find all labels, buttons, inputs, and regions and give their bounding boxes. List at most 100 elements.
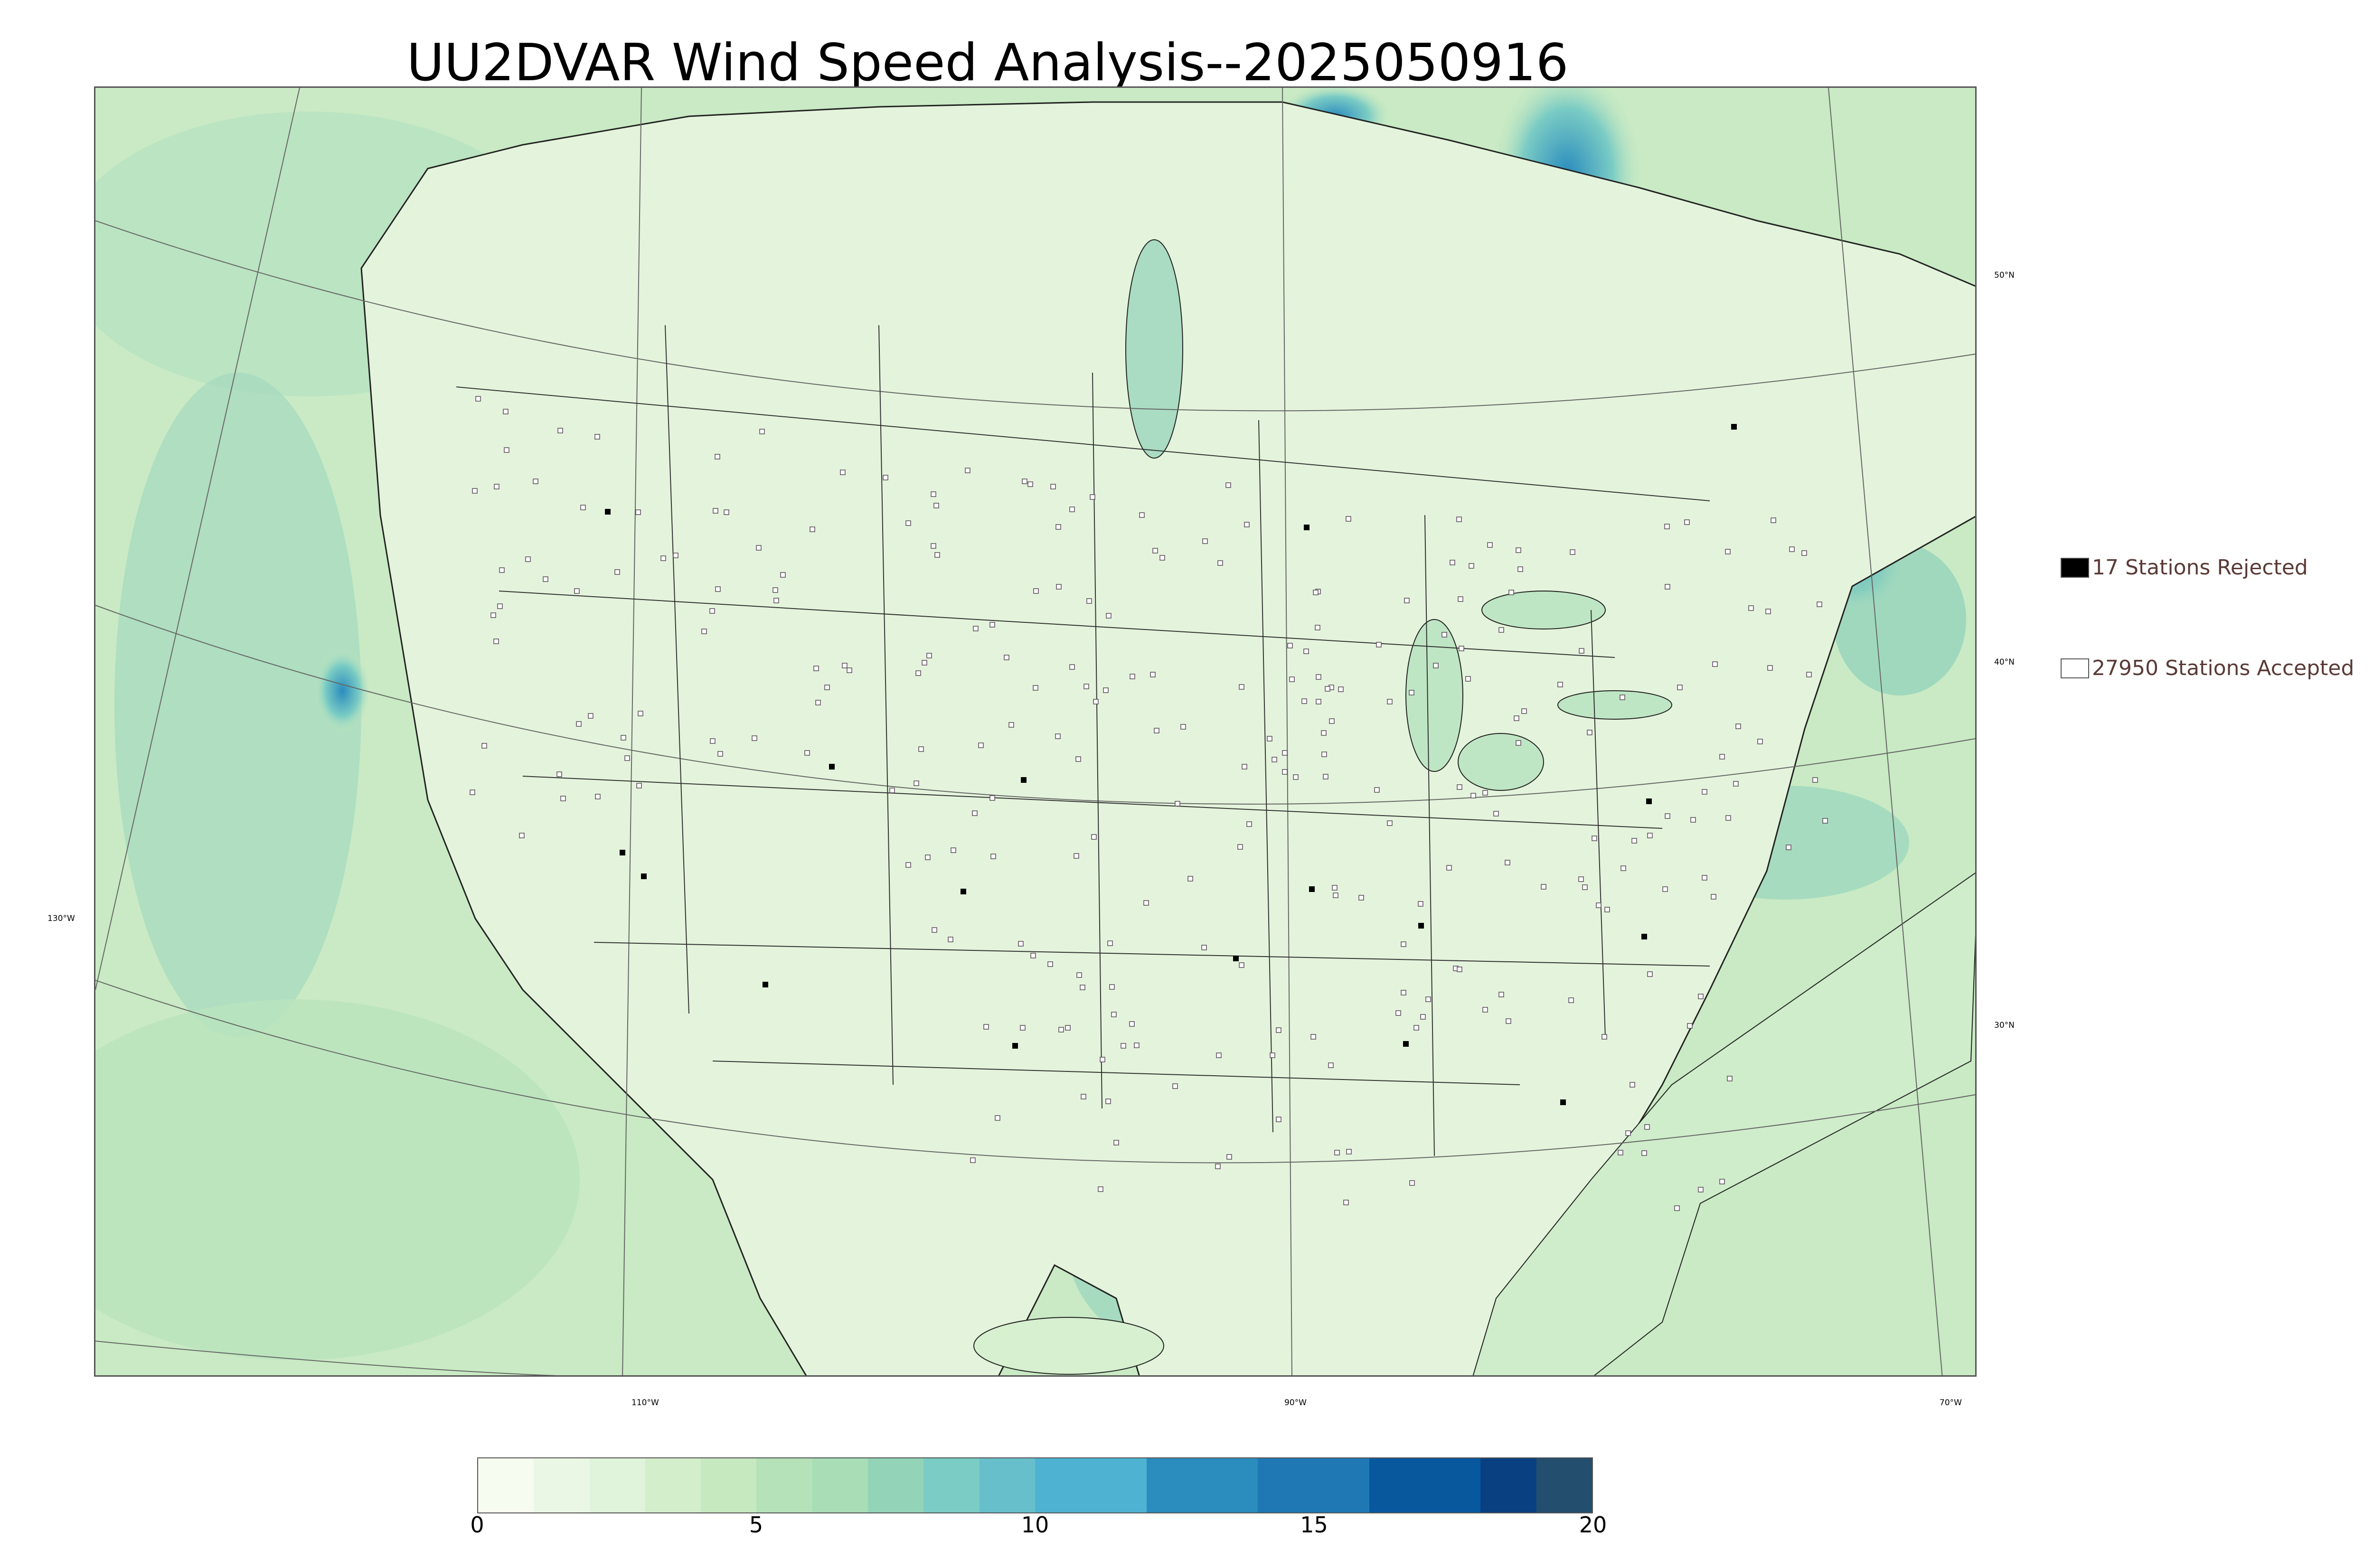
accepted-station-marker [932,927,937,933]
accepted-station-marker [1159,555,1165,561]
legend-rejected: 17 Stations Rejected [2061,555,2308,580]
rejected-station-marker [641,873,647,879]
rejected-swatch-icon [2061,557,2089,578]
accepted-station-marker [1387,699,1393,704]
accepted-station-marker [1105,1099,1111,1104]
colorbar-segment [1202,1458,1258,1512]
accepted-station-marker [560,796,566,801]
accepted-station-marker [621,735,626,741]
accepted-station-marker [1735,723,1741,729]
accepted-station-marker [972,810,978,816]
accepted-station-marker [934,552,940,558]
accepted-station-marker [710,738,716,744]
accepted-station-marker [1413,1025,1419,1031]
accepted-station-marker [1498,627,1504,633]
wind-speed-map[interactable] [95,88,1977,1377]
accepted-station-marker [1321,730,1327,736]
accepted-station-marker [715,454,720,460]
accepted-station-marker [624,755,630,761]
colorbar-segment [1035,1458,1091,1512]
accepted-station-marker [1587,730,1592,735]
legend-accepted: 27950 Stations Accepted [2061,656,2354,680]
accepted-station-marker [724,509,729,515]
colorbar-segment [923,1458,980,1512]
accepted-station-marker [1081,1094,1086,1099]
accepted-station-marker [1033,685,1038,691]
accepted-station-marker [1662,886,1668,892]
accepted-station-marker [1134,1042,1140,1048]
map-frame[interactable] [94,86,1977,1377]
accepted-station-marker [1091,834,1097,840]
accepted-station-marker [1698,994,1704,999]
colorbar-tick-label: 20 [1579,1512,1607,1538]
accepted-station-marker [1647,971,1653,977]
accepted-station-marker [1521,708,1527,714]
rejected-station-marker [1646,798,1652,804]
accepted-station-marker [1516,740,1521,746]
accepted-station-marker [1719,1179,1725,1184]
accepted-station-marker [1215,1164,1221,1169]
accepted-station-marker [493,638,499,644]
accepted-station-marker [1420,1014,1426,1020]
accepted-station-marker [594,434,600,440]
accepted-station-marker [933,503,939,508]
accepted-station-marker [1217,560,1223,566]
accepted-station-marker [1047,961,1053,967]
accepted-station-marker [1387,820,1393,826]
accepted-station-marker [1374,787,1380,793]
accepted-station-marker [1055,733,1061,739]
accepted-station-marker [1727,1076,1733,1081]
accepted-station-marker [1765,609,1771,614]
accepted-station-marker [989,622,995,628]
accepted-station-marker [1109,984,1115,990]
accepted-station-marker [905,862,911,868]
accepted-station-marker [503,409,509,414]
accepted-station-marker [638,711,643,716]
colorbar-segment [979,1458,1035,1512]
accepted-station-marker [1748,605,1754,611]
north-america-land [360,101,1975,1375]
accepted-station-marker [804,750,810,756]
accepted-station-marker [1579,648,1584,654]
accepted-station-marker [1270,1052,1275,1058]
accepted-station-marker [556,771,562,777]
accepted-station-marker [1098,1186,1103,1192]
accepted-station-marker [1083,684,1089,689]
colorbar [477,1457,1593,1513]
accepted-station-marker [842,663,848,668]
accepted-station-marker [1033,588,1039,594]
accepted-station-marker [588,713,594,719]
colorbar-segment [812,1458,868,1512]
accepted-station-marker [1711,894,1716,900]
accepted-station-marker [1321,751,1327,757]
accepted-station-marker [1093,699,1099,704]
accepted-station-marker [557,428,563,433]
lon-label-110w: 110°W [631,1398,659,1408]
accepted-station-marker [1401,990,1406,995]
accepted-station-marker [995,1115,1000,1121]
accepted-station-marker [915,670,921,676]
lat-label-50n: 50°N [1994,271,2015,280]
accepted-station-marker [1596,902,1602,908]
accepted-station-marker [1332,885,1338,891]
rejected-station-marker [1304,525,1309,530]
accepted-station-marker [1395,1010,1401,1016]
accepted-station-marker [1282,750,1288,756]
accepted-station-marker [1568,997,1574,1003]
accepted-station-marker [978,742,984,748]
accepted-station-marker [810,526,815,532]
accepted-station-marker [951,847,956,853]
accepted-station-marker [1409,690,1414,695]
accepted-station-marker [1075,756,1081,762]
accepted-station-marker [1293,774,1299,780]
accepted-station-marker [1303,648,1309,654]
accepted-station-marker [1647,833,1653,838]
accepted-station-marker [481,743,487,749]
accepted-station-marker [1789,546,1795,552]
accepted-station-marker [1644,1124,1650,1130]
accepted-station-marker [543,576,548,582]
accepted-station-marker [1027,481,1033,487]
accepted-station-marker [1315,625,1320,630]
accepted-station-marker [1725,815,1731,821]
station-markers [470,396,1828,1211]
